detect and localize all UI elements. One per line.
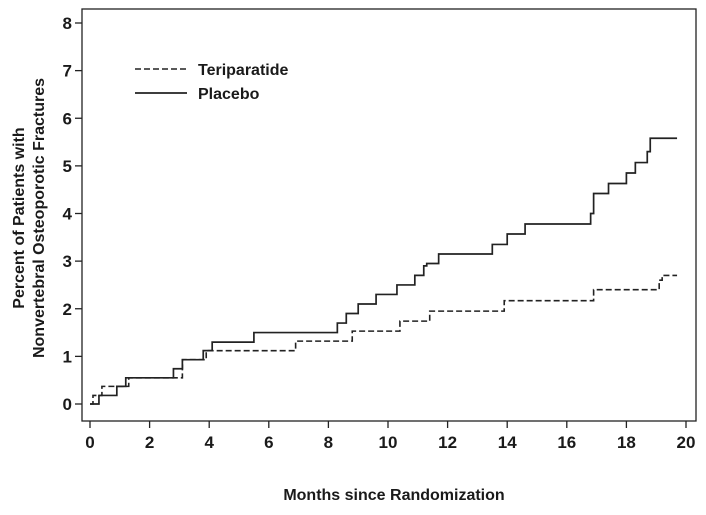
x-tick-label: 10 xyxy=(379,433,398,452)
x-tick-label: 18 xyxy=(617,433,636,452)
y-tick-label: 2 xyxy=(63,300,72,319)
series-layer xyxy=(90,137,678,405)
y-tick-label: 8 xyxy=(63,14,72,33)
x-tick-label: 0 xyxy=(85,433,94,452)
x-tick-label: 16 xyxy=(557,433,576,452)
y-tick-label: 3 xyxy=(63,252,72,271)
y-axis-title-line: Percent of Patients with xyxy=(11,127,28,308)
series-line-placebo xyxy=(90,137,678,405)
x-tick-label: 12 xyxy=(438,433,457,452)
y-axis-title: Percent of Patients with Nonvertebral Ost… xyxy=(11,78,48,358)
x-tick-label: 14 xyxy=(498,433,517,452)
legend-label: Teriparatide xyxy=(198,62,289,79)
y-axis: 0 1 2 3 4 5 6 7 8 xyxy=(63,14,82,414)
x-tick-label: 2 xyxy=(145,433,154,452)
x-axis-title: Months since Randomization xyxy=(283,487,504,504)
y-tick-label: 5 xyxy=(63,157,72,176)
x-tick-label: 8 xyxy=(324,433,333,452)
y-tick-label: 4 xyxy=(63,205,73,224)
plot-border xyxy=(81,8,697,422)
legend-label: Placebo xyxy=(198,86,260,103)
y-axis-title-line: Nonvertebral Osteoporotic Fractures xyxy=(31,78,48,358)
series-line-teriparatide xyxy=(90,274,678,405)
x-tick-label: 20 xyxy=(677,433,696,452)
x-tick-label: 6 xyxy=(264,433,273,452)
y-tick-label: 1 xyxy=(63,347,72,366)
x-axis: 0 2 4 6 8 10 12 14 16 18 20 xyxy=(85,421,695,452)
y-tick-label: 7 xyxy=(63,62,72,81)
y-tick-label: 0 xyxy=(63,395,72,414)
legend: Teriparatide Placebo xyxy=(135,62,289,103)
y-tick-label: 6 xyxy=(63,109,72,128)
x-tick-label: 4 xyxy=(204,433,214,452)
plot-frame xyxy=(81,8,697,422)
